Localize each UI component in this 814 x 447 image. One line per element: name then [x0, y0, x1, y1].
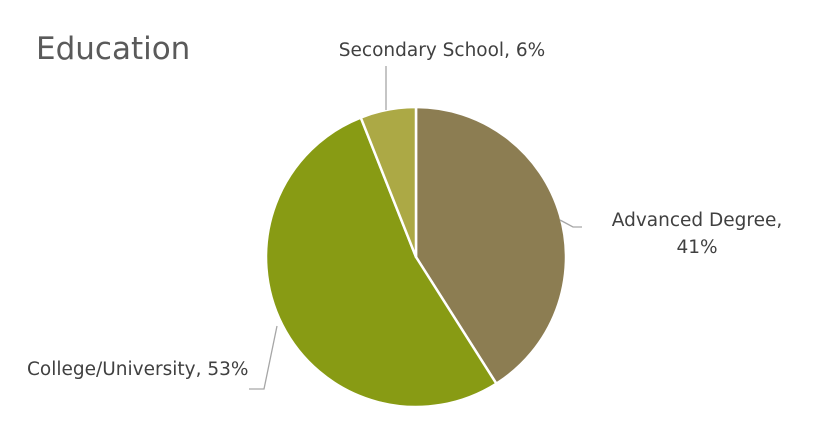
pie-slices	[264, 105, 568, 409]
label-advanced-degree-line2: 41%	[676, 237, 717, 258]
pie-slice-college-university	[264, 116, 498, 409]
label-advanced-degree-line1: Advanced Degree,	[612, 210, 782, 231]
pie-slice-secondary-school	[359, 105, 418, 259]
leader-line-advanced-degree	[559, 219, 582, 228]
leader-line-college-university	[249, 325, 278, 390]
chart-title: Education	[36, 31, 190, 67]
label-college-university: College/University, 53%	[27, 359, 248, 380]
label-secondary-school: Secondary School, 6%	[339, 40, 545, 61]
